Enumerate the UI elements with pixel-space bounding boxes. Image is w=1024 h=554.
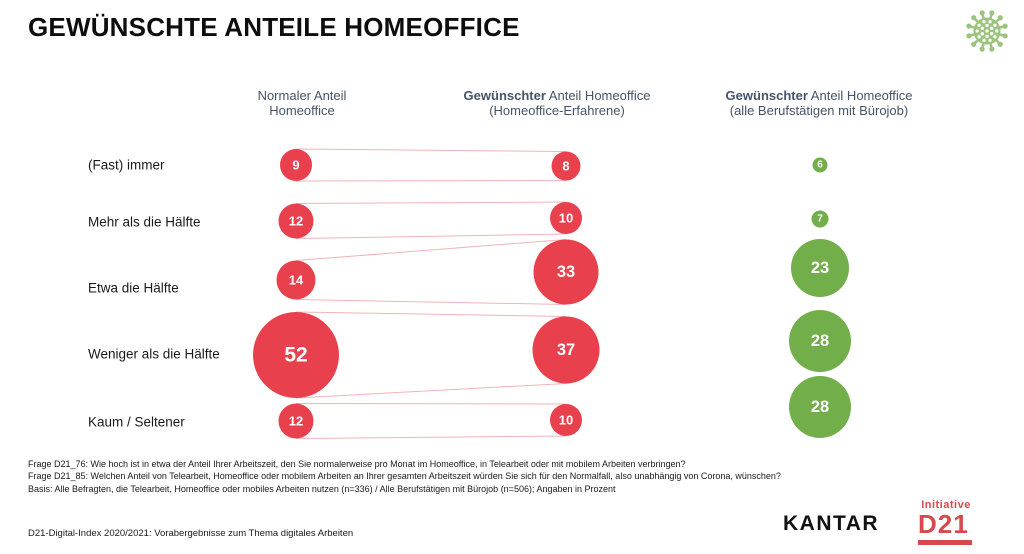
virus-dot xyxy=(977,23,981,27)
footnote-question-1: Frage D21_76: Wie hoch ist in etwa der A… xyxy=(28,459,686,469)
bubble-value: 8 xyxy=(562,159,569,174)
connector-line xyxy=(295,148,567,152)
virus-dot xyxy=(995,29,999,33)
bubble xyxy=(551,151,581,181)
row-label: Mehr als die Hälfte xyxy=(88,215,201,230)
footnote-basis: Basis: Alle Befragten, die Telearbeit, H… xyxy=(28,483,616,494)
virus-dot xyxy=(988,20,992,24)
connector-line xyxy=(295,403,567,405)
bubble-value: 12 xyxy=(289,214,303,229)
virus-spike-tip xyxy=(971,15,977,21)
virus-spike-tip xyxy=(979,46,985,52)
column-header-wish-experienced: Gewünschter Anteil Homeoffice (Homeoffic… xyxy=(417,88,697,118)
bubble xyxy=(550,202,582,234)
column-header-line2: (alle Berufstätigen mit Bürojob) xyxy=(729,103,909,118)
virus-spike-tip xyxy=(971,41,977,47)
virus-spike-tip xyxy=(997,41,1003,47)
row-label: Weniger als die Hälfte xyxy=(88,347,220,362)
virus-dot xyxy=(985,23,989,28)
bubble xyxy=(278,203,314,239)
initiative-d21-logo: Initiative D21 xyxy=(918,499,976,545)
bubble xyxy=(278,403,314,439)
bubble xyxy=(276,260,316,300)
connector-line xyxy=(295,311,567,317)
virus-spike-tip xyxy=(966,23,972,29)
virus-dot xyxy=(980,26,984,30)
footnotes: Frage D21_76: Wie hoch ist in etwa der A… xyxy=(28,458,948,495)
bubble-value: 28 xyxy=(811,398,829,416)
bubble-value: 12 xyxy=(289,414,303,429)
bubble xyxy=(533,239,599,305)
bubble-value: 33 xyxy=(557,263,575,281)
bubble-value: 14 xyxy=(289,273,304,288)
virus-dot xyxy=(982,38,986,42)
row-label: Kaum / Seltener xyxy=(88,415,185,430)
virus-dot xyxy=(977,35,981,39)
column-header-wish-all: Gewünschter Anteil Homeoffice (alle Beru… xyxy=(679,88,959,118)
bubble xyxy=(789,376,851,438)
row-label: Etwa die Hälfte xyxy=(88,281,179,296)
virus-dot xyxy=(980,32,984,36)
page-title: GEWÜNSCHTE ANTEILE HOMEOFFICE xyxy=(28,12,520,42)
virus-spike-tip xyxy=(997,15,1003,21)
column-header-line2: Homeoffice xyxy=(269,103,335,118)
d21-logo-main-text: D21 xyxy=(918,509,969,539)
bubble xyxy=(253,312,339,398)
virus-spike-tip xyxy=(989,46,995,52)
kantar-logo: KANTAR xyxy=(783,512,880,535)
bubble-value: 52 xyxy=(284,344,307,367)
footnote-question-2: Frage D21_85: Welchen Anteil von Telearb… xyxy=(28,471,781,482)
connector-line xyxy=(295,435,567,439)
virus-dot xyxy=(985,29,989,33)
connector-line xyxy=(295,383,567,399)
connector-line xyxy=(295,233,567,239)
connector-line xyxy=(295,239,567,261)
bubble-value: 10 xyxy=(559,211,573,226)
virus-spike-tip xyxy=(1002,33,1008,39)
bubble-value: 37 xyxy=(557,341,575,359)
column-header-line1: Gewünschter Anteil Homeoffice xyxy=(725,88,913,103)
coronavirus-icon xyxy=(966,10,1008,52)
bubble xyxy=(550,404,582,436)
virus-dot xyxy=(985,34,989,39)
column-header-normal: Normaler Anteil Homeoffice xyxy=(162,88,442,118)
virus-dot xyxy=(975,29,979,33)
bubble xyxy=(532,316,600,384)
d21-logo-underline xyxy=(918,540,972,545)
virus-spike-tip xyxy=(966,33,972,39)
virus-dot xyxy=(990,32,994,36)
virus-dot xyxy=(990,26,994,30)
connector-line xyxy=(295,299,567,305)
virus-spike-tip xyxy=(989,10,995,16)
column-header-line1: Gewünschter Anteil Homeoffice xyxy=(463,88,651,103)
bubble-value: 28 xyxy=(811,332,829,350)
row-label: (Fast) immer xyxy=(88,158,165,173)
column-header-line2: (Homeoffice-Erfahrene) xyxy=(489,103,625,118)
virus-spike-tip xyxy=(1002,23,1008,29)
bubble xyxy=(789,310,851,372)
bubble xyxy=(812,157,828,173)
source-line: D21-Digital-Index 2020/2021: Vorabergebn… xyxy=(28,528,354,539)
connector-line xyxy=(295,180,567,182)
bubble-value: 6 xyxy=(817,160,823,171)
bubble xyxy=(811,210,829,228)
bubble xyxy=(280,149,312,181)
bubble-value: 7 xyxy=(817,214,823,225)
virus-dot xyxy=(982,20,986,24)
bubble-value: 23 xyxy=(811,259,829,277)
column-header-line1: Normaler Anteil xyxy=(257,88,347,103)
connector-line xyxy=(295,201,567,204)
bubble xyxy=(791,239,849,297)
bubble-value: 9 xyxy=(292,158,299,173)
d21-logo-initiative-text: Initiative xyxy=(921,499,971,511)
bubble-value: 10 xyxy=(559,413,573,428)
virus-dot xyxy=(993,23,997,27)
virus-dot xyxy=(993,35,997,39)
virus-spike-tip xyxy=(979,10,985,16)
virus-dot xyxy=(988,38,992,42)
